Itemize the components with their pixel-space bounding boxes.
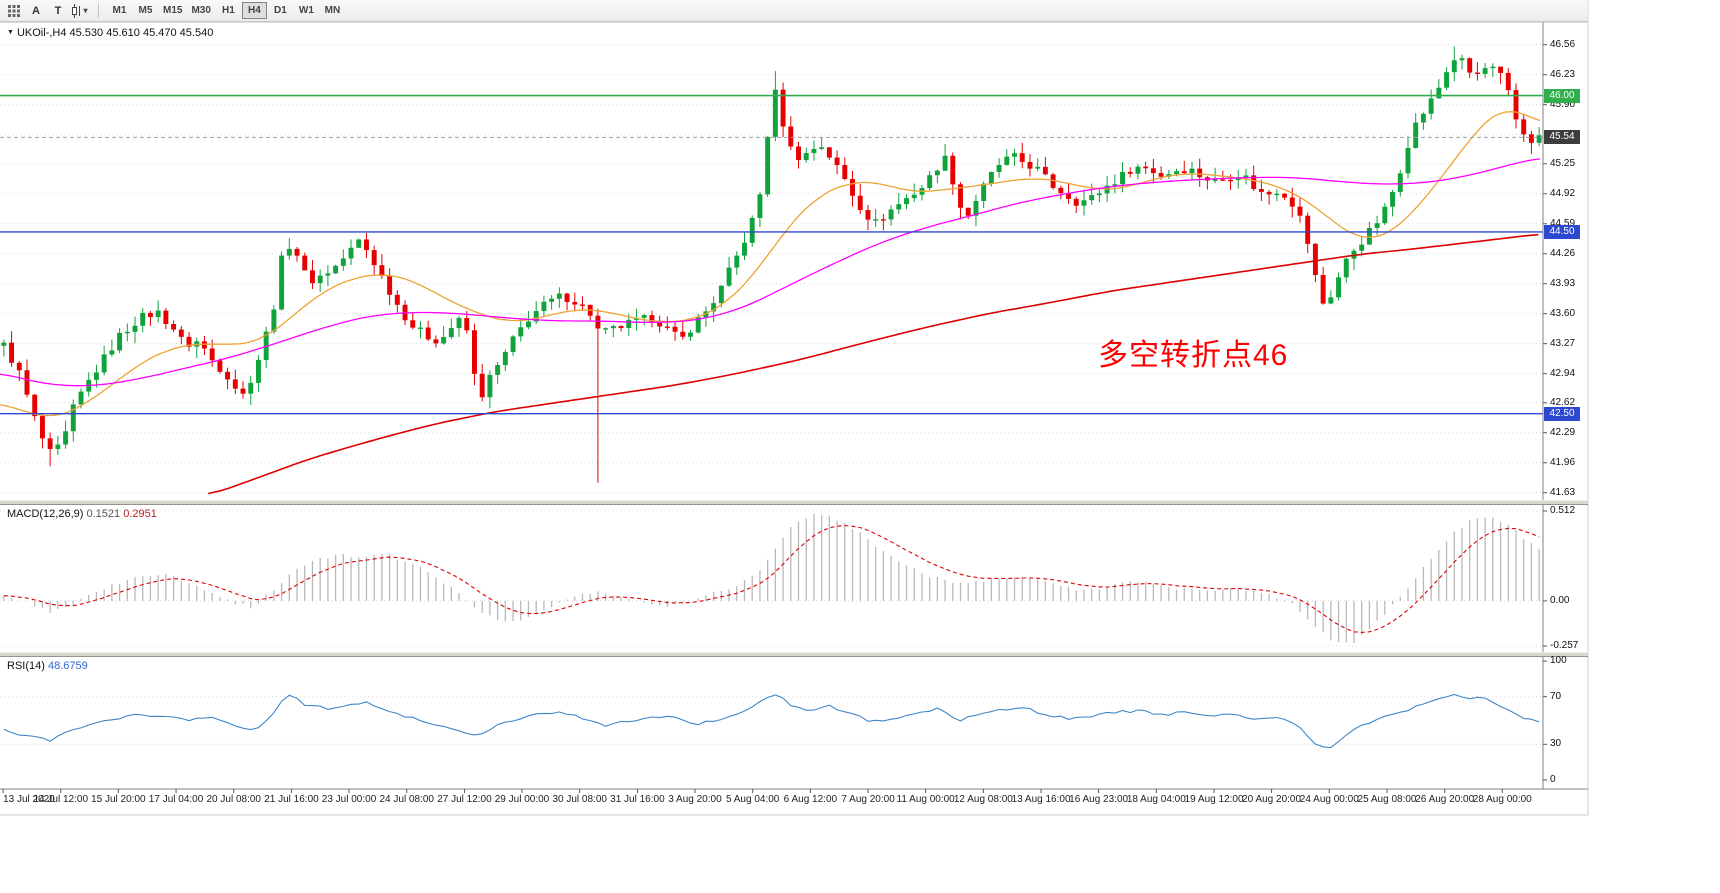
time-axis-label: 19 Aug 12:00: [1184, 794, 1244, 805]
chart-annotation: 多空转折点46: [1098, 339, 1289, 372]
candlestick-icon: [72, 3, 81, 18]
time-axis-label: 28 Aug 00:00: [1472, 794, 1532, 805]
chart-title-ohlc: ▼ UKOil-,H4 45.530 45.610 45.470 45.540: [7, 27, 213, 39]
timeframe-button-w1[interactable]: W1: [294, 2, 319, 19]
macd-tick-label: 0.512: [1550, 504, 1576, 516]
ohlc-low: 45.470: [142, 27, 177, 39]
price-tick-label: 41.96: [1550, 456, 1576, 468]
time-axis-label: 23 Jul 00:00: [321, 794, 377, 805]
panel-separator[interactable]: [0, 500, 1588, 505]
rsi-value: 48.6759: [47, 660, 88, 672]
macd-name: MACD(12,26,9): [7, 508, 84, 520]
ohlc-close: 45.540: [179, 27, 214, 39]
price-tick-label: 44.26: [1550, 247, 1576, 259]
price-badge-42-50: 42.50: [1544, 406, 1580, 421]
macd-tick-label: -0.257: [1550, 640, 1579, 652]
toolbar: A T ▾ M1 M5 M15 M30 H1 H4 D1 W1 MN: [0, 0, 1588, 22]
price-tick-label: 44.59: [1550, 217, 1576, 229]
time-axis-label: 25 Aug 08:00: [1357, 794, 1417, 805]
price-tick-label: 43.93: [1550, 277, 1576, 289]
price-tick-label: 43.27: [1550, 337, 1576, 349]
time-axis-label: 31 Jul 16:00: [610, 794, 665, 805]
text-tool-button[interactable]: T: [48, 2, 68, 20]
time-axis-label: 26 Aug 20:00: [1415, 794, 1475, 805]
macd-tick-label: 0.00: [1550, 594, 1570, 606]
price-tick-label: 41.63: [1550, 486, 1576, 498]
time-axis-label: 17 Jul 04:00: [148, 794, 204, 805]
label-tool-button[interactable]: A: [26, 2, 46, 20]
price-tick-label: 46.56: [1550, 38, 1576, 50]
timeframe-button-h1[interactable]: H1: [216, 2, 241, 19]
macd-signal-value: 0.2951: [123, 508, 157, 520]
timeframe-button-h4[interactable]: H4: [241, 2, 267, 19]
timeframe-button-m15[interactable]: M15: [159, 2, 186, 19]
rsi-tick-label: 0: [1550, 773, 1556, 785]
time-axis-label: 30 Jul 08:00: [552, 794, 607, 805]
timeframe-button-d1[interactable]: D1: [268, 2, 293, 19]
price-tick-label: 42.29: [1550, 426, 1576, 438]
time-axis-label: 13 Jul 2020: [3, 794, 55, 805]
panel-separator[interactable]: [0, 652, 1588, 657]
time-axis-label: 7 Aug 20:00: [841, 794, 895, 805]
time-axis-label: 24 Aug 00:00: [1299, 794, 1359, 805]
timeframe-group: M1 M5 M15 M30 H1 H4 D1 W1 MN: [107, 2, 345, 19]
time-axis-label: 6 Aug 12:00: [783, 794, 838, 805]
price-badge-46-00: 46.00: [1544, 88, 1580, 103]
collapse-arrow-icon: ▼: [7, 29, 14, 36]
price-tick-label: 42.94: [1550, 367, 1576, 379]
time-axis-label: 20 Jul 08:00: [206, 794, 262, 805]
time-axis-label: 27 Jul 12:00: [437, 794, 492, 805]
time-axis-label: 12 Aug 08:00: [953, 794, 1013, 805]
price-tick-label: 45.90: [1550, 98, 1576, 110]
chevron-down-icon: ▾: [83, 6, 88, 15]
time-axis-label: 13 Aug 16:00: [1011, 794, 1071, 805]
time-axis-label: 14 Jul 12:00: [33, 794, 89, 805]
chart-type-dropdown-button[interactable]: ▾: [70, 2, 90, 20]
macd-indicator-label: MACD(12,26,9) 0.1521 0.2951: [7, 508, 157, 520]
time-axis-label: 18 Aug 04:00: [1126, 794, 1186, 805]
time-axis-label: 16 Aug 23:00: [1069, 794, 1129, 805]
timeframe-button-m1[interactable]: M1: [107, 2, 132, 19]
macd-main-value: 0.1521: [86, 508, 121, 520]
rsi-name: RSI(14): [7, 660, 45, 672]
timeframe-button-m5[interactable]: M5: [133, 2, 158, 19]
price-tick-label: 46.23: [1550, 68, 1576, 80]
time-axis-label: 24 Jul 08:00: [379, 794, 434, 805]
rsi-tick-label: 70: [1550, 690, 1562, 702]
rsi-indicator-label: RSI(14) 48.6759: [7, 660, 88, 672]
price-badge-45-54: 45.54: [1544, 130, 1580, 145]
time-axis-label: 15 Jul 20:00: [91, 794, 146, 805]
toolbar-separator: [98, 3, 99, 18]
timeframe-button-mn[interactable]: MN: [320, 2, 345, 19]
grid-icon: [8, 4, 20, 17]
time-axis-label: 21 Jul 16:00: [264, 794, 319, 805]
rsi-tick-label: 30: [1550, 738, 1562, 750]
ohlc-open: 45.530: [69, 27, 104, 39]
time-axis-label: 11 Aug 00:00: [896, 794, 955, 805]
price-tick-label: 44.92: [1550, 187, 1576, 199]
price-tick-label: 42.62: [1550, 396, 1576, 408]
rsi-tick-label: 100: [1550, 655, 1567, 667]
price-tick-label: 43.60: [1550, 307, 1576, 319]
symbol-timeframe-label: UKOil-,H4: [16, 27, 67, 39]
price-tick-label: 45.25: [1550, 157, 1576, 169]
price-scale[interactable]: 46.56 46.23 45.90 45.25 44.92 44.59 44.26 43.93…: [1544, 0, 1588, 893]
time-axis-label: 5 Aug 04:00: [725, 794, 780, 805]
time-axis-label: 3 Aug 20:00: [668, 794, 722, 805]
ohlc-high: 45.610: [106, 27, 140, 39]
time-axis-label: 29 Jul 00:00: [494, 794, 550, 805]
price-badge-44-50: 44.50: [1544, 224, 1580, 239]
timeframe-button-m30[interactable]: M30: [187, 2, 214, 19]
tile-windows-button[interactable]: [4, 2, 24, 20]
time-axis-label: 20 Aug 20:00: [1242, 794, 1302, 805]
